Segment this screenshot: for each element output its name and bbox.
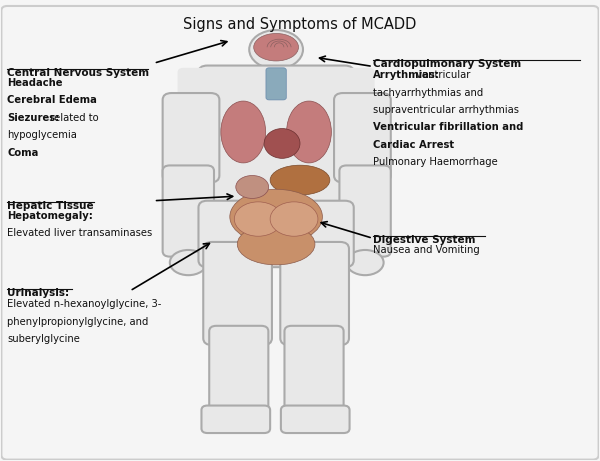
Ellipse shape bbox=[270, 202, 318, 236]
Ellipse shape bbox=[254, 34, 299, 61]
FancyBboxPatch shape bbox=[280, 242, 349, 345]
Text: Cerebral Edema: Cerebral Edema bbox=[7, 95, 97, 105]
FancyBboxPatch shape bbox=[281, 406, 350, 433]
FancyBboxPatch shape bbox=[266, 68, 286, 100]
Ellipse shape bbox=[221, 101, 266, 163]
Text: Nausea and Vomiting: Nausea and Vomiting bbox=[373, 245, 479, 255]
FancyBboxPatch shape bbox=[340, 165, 391, 257]
Text: suberylglycine: suberylglycine bbox=[7, 334, 80, 344]
FancyBboxPatch shape bbox=[336, 68, 374, 112]
Text: Pulmonary Haemorrhage: Pulmonary Haemorrhage bbox=[373, 157, 497, 167]
FancyBboxPatch shape bbox=[163, 165, 214, 257]
FancyBboxPatch shape bbox=[178, 68, 217, 112]
Text: supraventricular arrhythmias: supraventricular arrhythmias bbox=[373, 105, 519, 115]
Ellipse shape bbox=[237, 224, 315, 265]
FancyBboxPatch shape bbox=[163, 93, 220, 183]
Text: Elevated liver transaminases: Elevated liver transaminases bbox=[7, 228, 152, 238]
Ellipse shape bbox=[347, 250, 383, 275]
FancyBboxPatch shape bbox=[284, 326, 344, 421]
FancyBboxPatch shape bbox=[265, 52, 287, 77]
Text: Signs and Symptoms of MCADD: Signs and Symptoms of MCADD bbox=[184, 18, 416, 32]
Text: Coma: Coma bbox=[7, 148, 39, 158]
Text: phenylpropionylglycine, and: phenylpropionylglycine, and bbox=[7, 317, 149, 327]
Text: Ventricular fibrillation and: Ventricular fibrillation and bbox=[373, 122, 523, 132]
FancyBboxPatch shape bbox=[209, 326, 268, 421]
FancyBboxPatch shape bbox=[199, 201, 354, 267]
Ellipse shape bbox=[170, 250, 207, 275]
FancyBboxPatch shape bbox=[1, 6, 599, 460]
Ellipse shape bbox=[235, 202, 282, 236]
Text: Siezures:: Siezures: bbox=[7, 113, 59, 123]
Ellipse shape bbox=[249, 30, 303, 69]
Ellipse shape bbox=[264, 129, 300, 158]
FancyBboxPatch shape bbox=[199, 65, 354, 221]
Text: Central Nervous System: Central Nervous System bbox=[7, 68, 149, 78]
FancyBboxPatch shape bbox=[203, 242, 272, 345]
FancyBboxPatch shape bbox=[202, 406, 270, 433]
Text: Urinalysis:: Urinalysis: bbox=[7, 288, 70, 298]
Text: Hepatic Tissue: Hepatic Tissue bbox=[7, 201, 94, 211]
FancyBboxPatch shape bbox=[334, 93, 391, 183]
Text: Cardiac Arrest: Cardiac Arrest bbox=[373, 140, 454, 150]
Ellipse shape bbox=[236, 176, 269, 198]
Ellipse shape bbox=[287, 101, 331, 163]
Text: tachyarrhythmias and: tachyarrhythmias and bbox=[373, 88, 483, 98]
Text: Digestive System: Digestive System bbox=[373, 235, 475, 245]
Ellipse shape bbox=[270, 165, 330, 195]
Text: Hepatomegaly:: Hepatomegaly: bbox=[7, 211, 93, 221]
Text: Elevated n-hexanoylglycine, 3-: Elevated n-hexanoylglycine, 3- bbox=[7, 299, 162, 309]
Text: Cardiopulmonary System: Cardiopulmonary System bbox=[373, 59, 521, 69]
Text: hypoglycemia: hypoglycemia bbox=[7, 130, 77, 140]
Text: Arrythmias:: Arrythmias: bbox=[373, 70, 440, 80]
Ellipse shape bbox=[230, 189, 322, 244]
Text: ventricular: ventricular bbox=[413, 70, 471, 80]
Text: Headache: Headache bbox=[7, 78, 63, 88]
Text: related to: related to bbox=[44, 113, 99, 123]
